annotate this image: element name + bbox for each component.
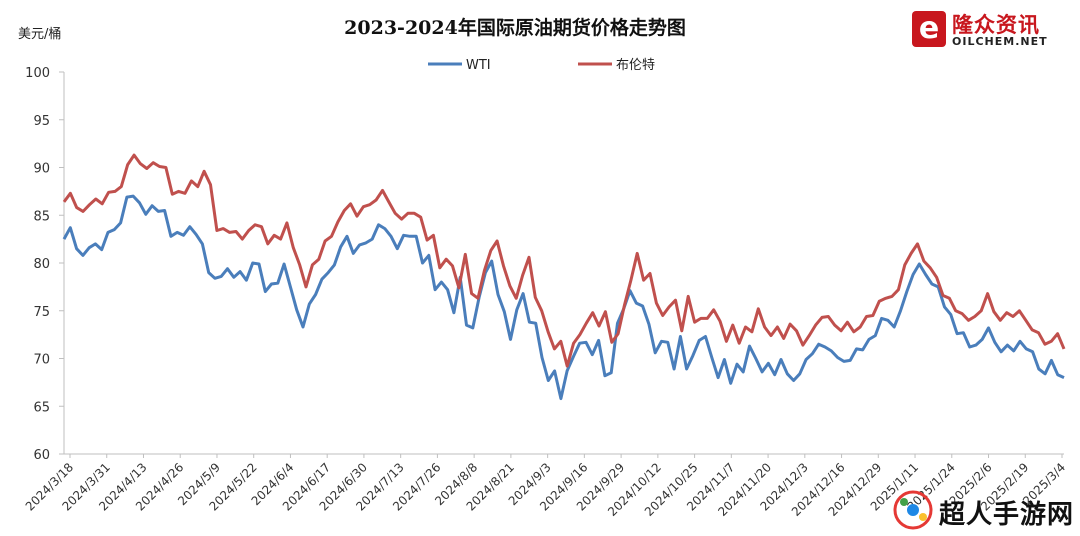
brand-name-en: OILCHEM.NET: [952, 35, 1048, 48]
brand-logo: e 隆众资讯 OILCHEM.NET: [912, 9, 1070, 51]
series-line-1: [62, 153, 1066, 368]
watermark-icon: [893, 490, 933, 530]
y-tick-label: 95: [33, 114, 50, 129]
brand-name-cn: 隆众资讯: [952, 13, 1040, 37]
y-tick-label: 70: [33, 353, 50, 368]
y-tick-label: 90: [33, 162, 50, 177]
y-tick-label: 60: [33, 448, 50, 463]
y-tick-label: 65: [33, 400, 50, 415]
y-tick-label: 80: [33, 257, 50, 272]
y-tick-label: 100: [25, 66, 50, 81]
watermark-text: 超人手游网: [939, 500, 1075, 530]
series-lines: [62, 153, 1066, 401]
brand-logo-icon: e: [912, 11, 946, 47]
chart-title: 2023-2024年国际原油期货价格走势图: [344, 16, 686, 39]
legend-label-0: WTI: [466, 58, 491, 73]
y-tick-label: 85: [33, 209, 50, 224]
legend-label-1: 布伦特: [616, 58, 655, 73]
series-line-0: [62, 194, 1065, 401]
watermark: 超人手游网: [885, 488, 1080, 532]
legend: WTI 布伦特: [428, 58, 655, 73]
y-axis-unit-label: 美元/桶: [18, 27, 61, 42]
y-tick-label: 75: [33, 305, 50, 320]
y-axis-ticks: 60 65 70 75 80 85 90 95 100: [25, 66, 64, 463]
